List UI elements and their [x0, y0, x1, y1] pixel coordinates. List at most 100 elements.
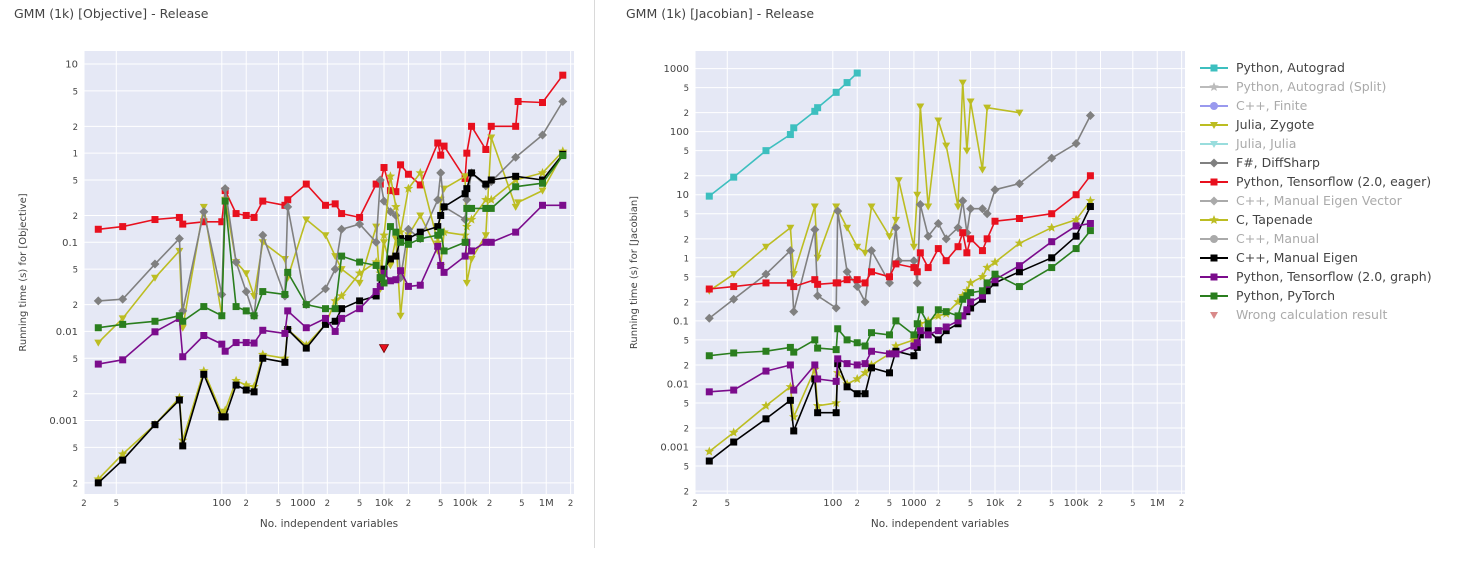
- data-point: [512, 172, 520, 180]
- data-point: [786, 279, 794, 287]
- x-axis-label: No. independent variables: [871, 518, 1009, 530]
- x-tick-label: 2: [692, 499, 697, 509]
- data-point: [463, 185, 471, 193]
- data-point: [1072, 232, 1080, 240]
- data-point: [1072, 222, 1080, 230]
- legend-item[interactable]: Julia, Julia: [1198, 134, 1432, 153]
- jacobian-chart[interactable]: 2 5 100 2 5 1000 2 5 10k 2 5 100k 2 5 1M 2250.001250.01…: [595, 0, 1195, 563]
- y-tick-label: 5: [684, 84, 689, 94]
- data-point: [842, 267, 852, 277]
- x-tick-label: 100: [823, 498, 842, 509]
- data-point: [241, 287, 251, 297]
- series-wrong-calculation-result: [378, 344, 390, 354]
- data-point: [982, 209, 992, 219]
- data-point: [934, 117, 943, 125]
- data-point: [866, 246, 876, 256]
- objective-chart[interactable]: 2 5 100 2 5 1000 2 5 10k 2 5 100k 2 5 1M 2250.001250.01…: [0, 0, 595, 563]
- data-point: [199, 366, 209, 375]
- data-point: [885, 273, 893, 281]
- data-point: [1048, 264, 1056, 272]
- data-point: [404, 235, 412, 243]
- legend-item[interactable]: C, Tapenade: [1198, 210, 1432, 229]
- data-point: [281, 329, 289, 337]
- data-point: [200, 303, 208, 311]
- legend-item[interactable]: F#, DiffSharp: [1198, 153, 1432, 172]
- data-point: [558, 96, 568, 106]
- legend-marker: [1210, 101, 1218, 110]
- y-tick-label: 5: [684, 463, 689, 473]
- data-point: [259, 197, 267, 205]
- legend-item[interactable]: C++, Manual Eigen: [1198, 248, 1432, 267]
- data-point: [94, 324, 102, 332]
- y-tick-label: 0.001: [49, 416, 78, 427]
- data-point: [281, 358, 289, 366]
- data-point: [786, 361, 794, 369]
- x-axis-label: No. independent variables: [260, 518, 398, 530]
- data-point: [232, 210, 240, 218]
- data-point: [354, 268, 365, 278]
- legend-marker: [1210, 234, 1218, 243]
- data-point: [786, 131, 794, 139]
- legend-item[interactable]: C++, Manual: [1198, 229, 1432, 248]
- y-tick-label: 0.01: [667, 379, 689, 390]
- data-point: [337, 224, 347, 234]
- data-point: [978, 247, 986, 255]
- legend-swatch: [1200, 178, 1228, 185]
- legend-item[interactable]: Python, Tensorflow (2.0, eager): [1198, 172, 1432, 191]
- data-point: [831, 303, 841, 313]
- legend-item[interactable]: Python, Tensorflow (2.0, graph): [1198, 267, 1432, 286]
- data-point: [967, 235, 975, 243]
- data-point: [436, 168, 446, 178]
- data-point: [923, 231, 933, 241]
- data-point: [867, 268, 875, 276]
- data-point: [302, 344, 310, 352]
- data-point: [281, 290, 289, 298]
- data-point: [440, 247, 448, 255]
- data-point: [118, 294, 128, 304]
- data-point: [460, 215, 470, 225]
- data-point: [1048, 238, 1056, 246]
- data-point: [280, 255, 289, 263]
- legend-item[interactable]: Python, PyTorch: [1198, 286, 1432, 305]
- data-point: [1086, 203, 1094, 211]
- data-point: [843, 276, 851, 284]
- data-point: [860, 367, 870, 377]
- data-point: [392, 228, 400, 236]
- data-point: [487, 238, 495, 246]
- data-point: [468, 204, 476, 212]
- legend-item[interactable]: Wrong calculation result: [1198, 305, 1432, 324]
- data-point: [832, 409, 840, 417]
- data-point: [704, 313, 714, 323]
- legend-label: C++, Manual Eigen: [1236, 250, 1358, 265]
- data-point: [512, 183, 520, 191]
- legend-item[interactable]: Julia, Zygote: [1198, 115, 1432, 134]
- legend-item[interactable]: Python, Autograd (Split): [1198, 77, 1432, 96]
- data-point: [861, 249, 870, 257]
- legend-item[interactable]: C++, Manual Eigen Vector: [1198, 191, 1432, 210]
- y-tick-label: 1: [73, 150, 78, 160]
- data-point: [372, 223, 381, 231]
- legend-item[interactable]: C++, Finite: [1198, 96, 1432, 115]
- y-tick-label: 0.001: [660, 443, 689, 454]
- data-point: [963, 292, 971, 300]
- data-point: [1071, 138, 1081, 148]
- legend-marker: [1210, 311, 1218, 319]
- data-point: [761, 269, 771, 279]
- legend-item[interactable]: Python, Autograd: [1198, 58, 1432, 77]
- data-point: [283, 202, 293, 212]
- data-point: [375, 268, 386, 278]
- data-point: [1086, 172, 1094, 180]
- data-point: [119, 356, 127, 364]
- data-point: [983, 287, 991, 295]
- data-point: [762, 147, 770, 155]
- data-point: [375, 175, 385, 185]
- data-point: [440, 268, 448, 276]
- data-point: [487, 122, 495, 130]
- legend-swatch: [1200, 64, 1228, 71]
- data-point: [790, 124, 798, 132]
- x-tick-label: 1M: [1150, 498, 1165, 509]
- data-point: [967, 298, 975, 306]
- data-point: [954, 243, 962, 251]
- data-point: [386, 277, 394, 285]
- x-tick-label: 2: [244, 499, 249, 509]
